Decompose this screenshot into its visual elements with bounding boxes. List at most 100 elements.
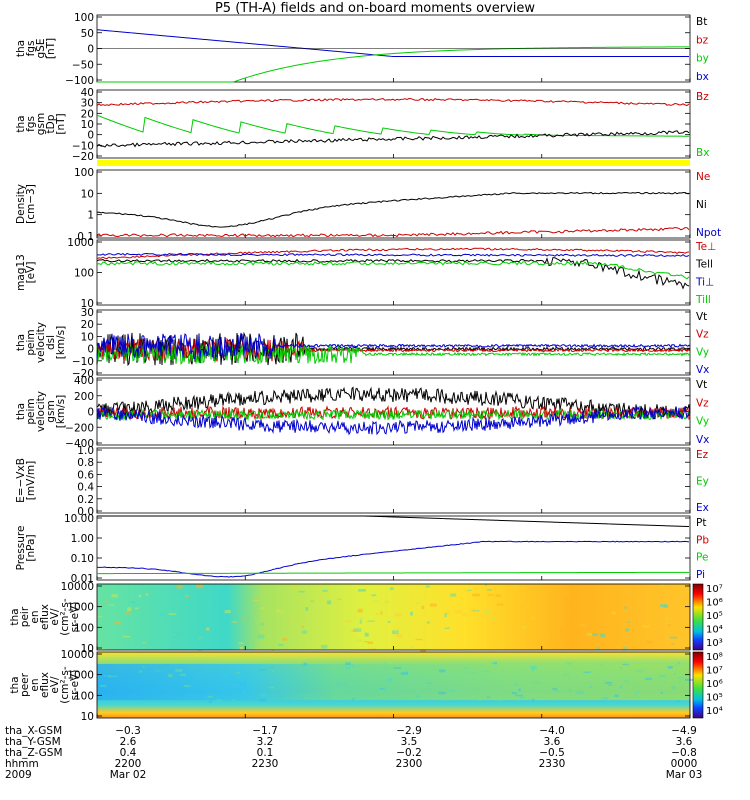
legend-vt: Vt	[696, 311, 707, 323]
spectrogram-texture	[491, 662, 497, 664]
y-tick-label: 10	[81, 298, 94, 310]
spectrogram-texture	[234, 682, 243, 684]
spectrogram-texture	[464, 590, 467, 593]
spectrogram-texture	[301, 625, 305, 628]
legend-vx: Vx	[696, 434, 709, 446]
spectrogram-texture	[389, 587, 394, 590]
legend-npot: Npot	[696, 227, 721, 239]
y-tick-label: 10	[81, 119, 94, 131]
spectrogram-texture	[229, 675, 233, 678]
spectrogram-texture	[114, 621, 121, 625]
spectrogram-texture	[108, 604, 115, 606]
trace-vt-dsl	[96, 331, 691, 367]
trace-by	[97, 46, 690, 83]
spectrogram-texture	[387, 621, 391, 623]
legend-pe: Pe	[696, 552, 708, 564]
y-axis-label: gsm	[35, 113, 47, 135]
spectrogram-texture	[238, 642, 244, 645]
y-tick-label: 1000	[67, 670, 94, 682]
spectrogram-texture	[444, 627, 450, 629]
spectrogram-texture	[310, 600, 315, 603]
footer-col-0: −0.3 2.6 0.4 2200 Mar 02	[98, 726, 158, 781]
spectrogram-texture	[489, 616, 498, 620]
spectrogram-texture	[142, 666, 146, 668]
footer-label-x: tha_X-GSM	[5, 725, 63, 737]
spectrogram-texture	[353, 628, 362, 632]
spectrogram-texture	[393, 667, 402, 669]
spectrogram-texture	[421, 605, 425, 610]
legend-tell: Tell	[695, 259, 713, 271]
panel-frame	[96, 515, 691, 581]
spectrogram-texture	[496, 603, 504, 606]
spectrogram-texture	[461, 612, 467, 617]
spectrogram-texture	[676, 700, 680, 702]
panel-frame	[96, 169, 691, 239]
legend-vy: Vy	[696, 416, 709, 428]
y-tick-label: 1000	[67, 237, 94, 249]
spectrogram-texture	[367, 620, 375, 622]
colorbar	[692, 583, 704, 651]
spectrogram-texture	[642, 624, 650, 628]
spectrogram-texture	[240, 618, 247, 621]
legend-bx: bx	[696, 71, 709, 83]
spectrogram-texture	[482, 670, 491, 673]
spectrogram-texture	[168, 613, 177, 615]
spectrogram-texture	[215, 618, 220, 620]
spectrogram-texture	[677, 676, 684, 680]
spectrogram-texture	[619, 685, 623, 689]
y-axis-label: tha	[9, 676, 21, 693]
y-axis-label: eV/	[49, 676, 61, 694]
spectrogram-texture	[231, 621, 238, 623]
spectrogram-texture	[635, 669, 643, 673]
colorbar-tick-label: 10⁶	[706, 598, 723, 609]
spectrogram-texture	[619, 667, 623, 669]
y-axis-label: [km/s]	[55, 395, 67, 429]
spectrogram-texture	[514, 683, 518, 686]
spectrogram-texture	[163, 605, 167, 608]
trace-pi	[96, 540, 690, 578]
spectrogram-texture	[563, 672, 569, 676]
spectrogram-texture	[384, 666, 390, 669]
y-axis-label: sr-eV)	[69, 602, 81, 633]
spectrogram-texture	[586, 633, 593, 636]
trace-vx-gsm	[96, 405, 691, 436]
y-tick-label: −400	[65, 438, 94, 450]
y-axis-label: eflux	[39, 672, 51, 698]
spectrogram-texture	[150, 691, 158, 693]
footer-value: −0.2	[396, 747, 422, 759]
footer-value: −4.9	[671, 725, 697, 737]
trace-te-perp	[96, 247, 690, 260]
chart-title: P5 (TH-A) fields and on-board moments ov…	[214, 1, 536, 16]
y-axis-label: eV/	[49, 608, 61, 626]
y-axis-label: tha	[9, 608, 21, 625]
spectrogram-texture	[530, 666, 537, 669]
footer-value: 3.6	[675, 736, 693, 748]
legend-vz: Vz	[696, 397, 709, 409]
spectrogram-texture	[376, 683, 383, 685]
spectrogram-texture	[600, 663, 604, 667]
footer-value: Mar 03	[665, 769, 703, 781]
footer-col-2: −2.9 3.5 −0.2 2300	[379, 726, 439, 770]
spectrogram-texture	[565, 593, 569, 595]
spectrogram-texture	[660, 691, 664, 694]
spectrogram-texture	[103, 675, 111, 677]
spectrogram-texture	[268, 686, 275, 689]
spectrogram-texture	[566, 662, 572, 665]
y-axis-label: (cm²-s-	[59, 666, 71, 704]
spectrogram-texture	[208, 700, 213, 703]
spectrogram-texture	[667, 666, 673, 669]
spectrogram-texture	[526, 605, 530, 608]
spectrogram-texture	[351, 630, 358, 632]
spectrogram-texture	[401, 697, 410, 699]
spectrogram-texture	[111, 675, 118, 678]
spectrogram-texture	[406, 670, 409, 674]
spectrogram-texture	[258, 693, 266, 696]
legend-vx: Vx	[696, 364, 709, 376]
legend-till: Till	[695, 294, 711, 306]
y-axis-label: [nT]	[55, 113, 67, 134]
spectrogram-texture	[450, 689, 456, 692]
colorbar-tick-label: 10⁴	[706, 625, 723, 636]
y-axis-label: gSE	[35, 39, 47, 59]
y-tick-label: −20	[72, 368, 94, 380]
